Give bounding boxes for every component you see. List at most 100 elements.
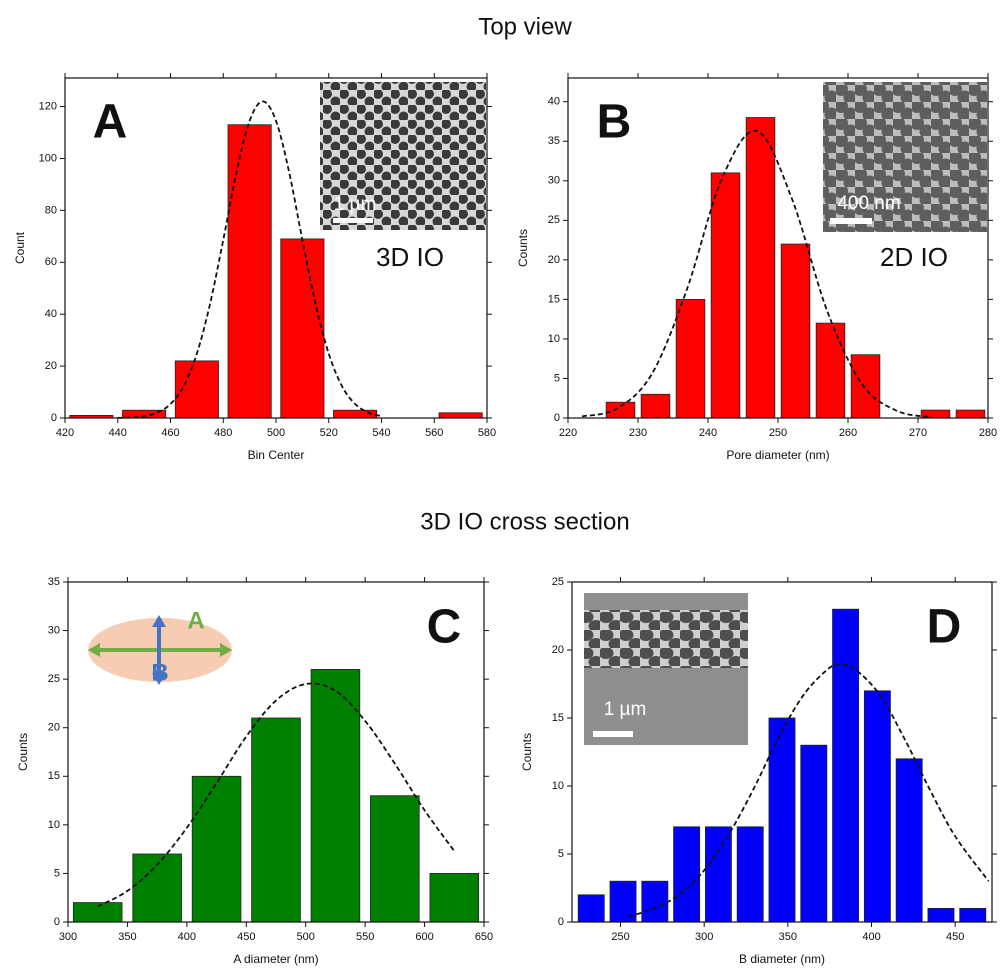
x-tick-label: 220 [559,427,577,439]
x-tick-label: 230 [629,427,647,439]
scale-label: 1 µm [334,194,377,215]
y-tick-label: 40 [45,308,57,320]
x-tick-label: 260 [839,427,857,439]
x-axis-label: Pore diameter (nm) [726,448,829,462]
y-tick-label: 0 [51,412,57,424]
x-tick-label: 500 [297,931,315,943]
y-tick-label: 0 [558,916,564,928]
x-tick-label: 520 [320,427,338,439]
y-axis-label: Counts [520,733,534,771]
bar [429,873,480,923]
bar [641,880,669,923]
x-tick-label: 600 [415,931,433,943]
y-tick-label: 20 [48,722,60,734]
y-tick-label: 5 [558,848,564,860]
bar [251,717,301,923]
bar [832,608,860,923]
x-tick-label: 300 [695,931,713,943]
scale-label: 1 µm [604,699,647,720]
y-tick-label: 20 [548,254,560,266]
bar [815,322,846,419]
arrowhead [152,673,166,685]
y-tick-label: 20 [45,360,57,372]
x-tick-label: 500 [267,427,285,439]
panel-label: A [93,96,128,149]
x-tick-label: 540 [372,427,390,439]
arrowhead [88,643,100,657]
y-tick-label: 35 [48,576,60,588]
bar [370,795,420,923]
scale-bar [333,218,373,223]
plot-frame [571,581,993,923]
y-tick-label: 100 [39,152,57,164]
y-tick-label: 120 [39,100,57,112]
diagram-label: B [151,659,168,686]
x-tick-label: 400 [178,931,196,943]
bar [673,826,701,923]
panel-label: B [597,96,632,149]
bar [227,124,272,419]
sample-label: 2D IO [880,242,948,272]
heading: Top view [478,13,572,40]
fit-curve [581,129,933,419]
y-tick-label: 30 [548,175,560,187]
y-tick-label: 25 [548,214,560,226]
sem-inset-layer [584,610,748,668]
x-tick-label: 440 [109,427,127,439]
y-tick-label: 60 [45,256,57,268]
x-tick-label: 350 [779,931,797,943]
sample-label: 3D IO [376,242,444,272]
sem-inset [320,82,486,230]
x-tick-label: 460 [161,427,179,439]
x-tick-label: 400 [862,931,880,943]
bar [605,401,636,419]
bar [675,298,706,419]
y-tick-label: 40 [548,96,560,108]
panel-label: C [427,601,462,654]
y-tick-label: 10 [552,780,564,792]
y-tick-label: 10 [48,819,60,831]
x-tick-label: 350 [118,931,136,943]
x-tick-label: 450 [946,931,964,943]
scale-bar [830,218,872,224]
x-tick-label: 270 [909,427,927,439]
arrowhead [220,643,232,657]
scale-label: 400 nm [837,193,900,214]
x-axis-label: B diameter (nm) [739,952,825,966]
bar [927,908,955,923]
x-axis-label: A diameter (nm) [233,952,318,966]
y-tick-label: 25 [48,673,60,685]
fit-curve [628,663,990,918]
bar [955,409,986,419]
fit-curve [97,682,456,908]
y-tick-label: 20 [552,644,564,656]
bar [577,894,605,923]
arrowhead [152,615,166,627]
bar [800,744,828,923]
bar [780,243,811,419]
y-tick-label: 80 [45,204,57,216]
x-tick-label: 580 [478,427,496,439]
y-tick-label: 15 [548,293,560,305]
y-tick-label: 15 [48,770,60,782]
bar [438,412,483,419]
x-tick-label: 550 [356,931,374,943]
bar [895,758,923,923]
x-tick-label: 480 [214,427,232,439]
fit-curve [117,100,382,419]
y-tick-label: 0 [54,916,60,928]
y-tick-label: 35 [548,135,560,147]
plot-frame [67,581,485,923]
x-tick-label: 240 [699,427,717,439]
y-axis-label: Counts [516,229,530,267]
y-tick-label: 30 [48,624,60,636]
panel-label: D [927,601,962,654]
x-tick-label: 420 [56,427,74,439]
y-tick-label: 0 [554,412,560,424]
y-tick-label: 25 [552,576,564,588]
x-tick-label: 280 [979,427,997,439]
diagram-label: A [187,607,204,634]
x-tick-label: 560 [425,427,443,439]
bar [863,690,891,923]
x-tick-label: 300 [59,931,77,943]
